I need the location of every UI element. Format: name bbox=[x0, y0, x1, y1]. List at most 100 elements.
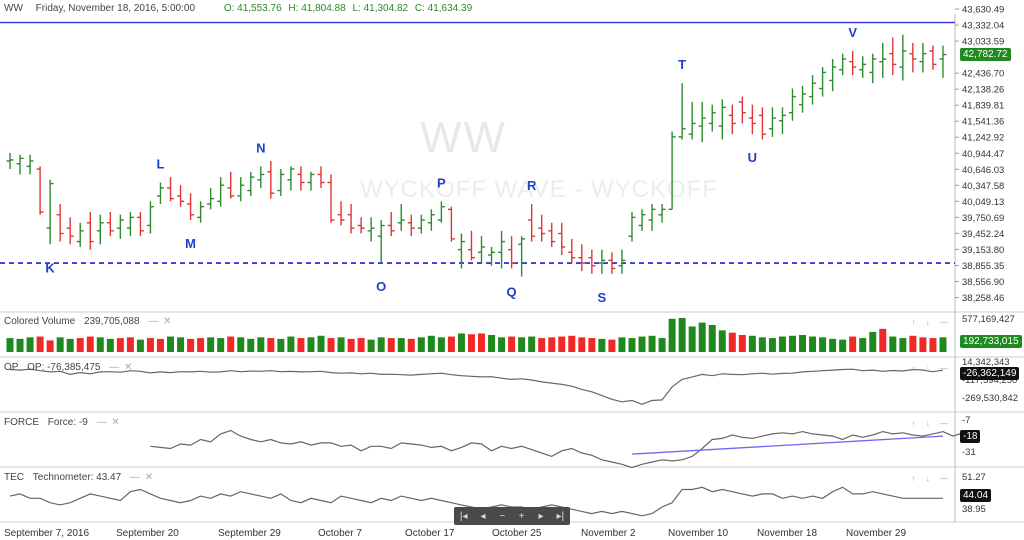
volume-bar bbox=[899, 338, 907, 352]
volume-bar bbox=[618, 337, 626, 352]
volume-bar bbox=[116, 338, 124, 352]
x-tick-label: September 29 bbox=[218, 528, 281, 539]
volume-bar bbox=[508, 336, 516, 352]
x-tick-label: November 2 bbox=[581, 528, 636, 539]
op-line bbox=[9, 368, 944, 405]
tec-last-box: 44.04 bbox=[960, 489, 992, 502]
y-tick-label: 43,630.49 bbox=[962, 5, 1004, 16]
tec-panel-name: TEC bbox=[4, 472, 24, 483]
volume-bar bbox=[347, 338, 355, 352]
y-tick-label: 38,258.46 bbox=[962, 293, 1004, 304]
chart-navigator[interactable]: |◂ ◂ − + ▸ ▸| bbox=[454, 507, 570, 525]
volume-bar bbox=[297, 338, 305, 352]
volume-bar bbox=[668, 318, 676, 352]
volume-bar bbox=[879, 328, 887, 352]
volume-bar bbox=[558, 336, 566, 352]
y-tick-label: 39,750.69 bbox=[962, 213, 1004, 224]
volume-bar bbox=[829, 338, 837, 352]
volume-bar bbox=[638, 336, 646, 352]
volume-panel-controls[interactable]: ↑ ↓ — bbox=[911, 318, 952, 327]
force-panel-label: FORCE Force: -9 — ✕ bbox=[4, 417, 121, 428]
x-tick-label: September 20 bbox=[116, 528, 179, 539]
zoom-out-icon[interactable]: − bbox=[499, 510, 506, 522]
volume-bar bbox=[447, 336, 455, 352]
op-more-icon[interactable]: — ✕ bbox=[109, 362, 134, 373]
volume-bar bbox=[658, 338, 666, 352]
volume-bar bbox=[839, 339, 847, 352]
wave-label: L bbox=[157, 157, 165, 172]
wave-label: S bbox=[598, 290, 607, 305]
volume-more-icon[interactable]: — ✕ bbox=[148, 316, 173, 327]
volume-bar bbox=[488, 335, 496, 352]
op-last-box: -26,362,149 bbox=[960, 367, 1020, 380]
volume-panel-name: Colored Volume bbox=[4, 316, 76, 327]
volume-bar bbox=[177, 337, 185, 352]
volume-bar bbox=[106, 338, 114, 352]
volume-bar bbox=[66, 338, 74, 352]
wave-label: U bbox=[748, 150, 757, 165]
volume-bar bbox=[869, 331, 877, 352]
tec-panel-value: Technometer: 43.47 bbox=[32, 472, 122, 483]
watermark-symbol: WW bbox=[420, 113, 508, 162]
datetime-label: Friday, November 18, 2016, 5:00:00 bbox=[35, 3, 196, 14]
watermark-text: WYCKOFF WAVE - WYCKOFF bbox=[360, 176, 718, 203]
force-panel-value: Force: -9 bbox=[47, 417, 88, 428]
volume-bar bbox=[708, 324, 716, 352]
volume-bar bbox=[46, 340, 54, 352]
y-tick-label: 39,153.80 bbox=[962, 245, 1004, 256]
volume-bar bbox=[929, 338, 937, 352]
wave-label: K bbox=[45, 260, 55, 275]
volume-bar bbox=[799, 335, 807, 352]
volume-bar bbox=[457, 333, 465, 352]
volume-last-box: 192,733,015 bbox=[960, 335, 1022, 348]
volume-bar bbox=[478, 333, 485, 352]
volume-bar bbox=[167, 336, 175, 352]
volume-bar bbox=[267, 338, 275, 352]
volume-bar bbox=[387, 338, 395, 352]
volume-bar bbox=[397, 338, 405, 352]
y-tick-label: 577,169,427 bbox=[962, 314, 1015, 325]
force-trendline bbox=[631, 435, 944, 455]
volume-bar bbox=[337, 337, 345, 352]
force-more-icon[interactable]: — ✕ bbox=[96, 417, 121, 428]
force-line bbox=[150, 429, 964, 469]
y-tick-label: 38,556.90 bbox=[962, 277, 1004, 288]
y-tick-label: 38,855.35 bbox=[962, 261, 1004, 272]
y-tick-label: -269,530,842 bbox=[962, 393, 1018, 404]
volume-bar bbox=[56, 337, 64, 352]
first-icon[interactable]: |◂ bbox=[459, 510, 468, 522]
volume-bar bbox=[548, 337, 556, 352]
volume-bar bbox=[738, 335, 746, 352]
prev-icon[interactable]: ◂ bbox=[480, 510, 486, 522]
last-icon[interactable]: ▸| bbox=[556, 510, 565, 522]
volume-bar bbox=[357, 338, 365, 352]
volume-bar bbox=[688, 326, 696, 352]
volume-bar bbox=[327, 338, 335, 352]
y-tick-label: 41,839.81 bbox=[962, 101, 1004, 112]
volume-bar bbox=[277, 338, 285, 352]
y-tick-label: 43,033.59 bbox=[962, 37, 1004, 48]
volume-panel-value: 239,705,088 bbox=[83, 316, 140, 327]
volume-bar bbox=[257, 337, 265, 352]
volume-bar bbox=[187, 338, 195, 352]
wave-label: M bbox=[185, 236, 196, 251]
symbol-label: WW bbox=[4, 3, 23, 14]
volume-bar bbox=[748, 335, 756, 352]
tec-more-icon[interactable]: — ✕ bbox=[129, 472, 155, 483]
zoom-in-icon[interactable]: + bbox=[518, 510, 525, 522]
volume-bar bbox=[217, 338, 225, 352]
volume-bar bbox=[237, 337, 245, 352]
close-value: C: 41,634.39 bbox=[414, 3, 473, 14]
volume-bar bbox=[146, 338, 154, 352]
op-panel-controls[interactable]: ↑ ↓ — bbox=[911, 364, 952, 373]
next-icon[interactable]: ▸ bbox=[538, 510, 544, 522]
volume-bar bbox=[819, 337, 827, 352]
volume-bar bbox=[538, 338, 546, 352]
wave-label: R bbox=[527, 178, 537, 193]
tec-panel-controls[interactable]: ↑ ↓ — bbox=[911, 474, 952, 483]
volume-bar bbox=[227, 336, 235, 352]
volume-bar bbox=[578, 337, 586, 352]
force-panel-controls[interactable]: ↑ ↓ — bbox=[911, 419, 952, 428]
volume-bar bbox=[568, 335, 576, 352]
